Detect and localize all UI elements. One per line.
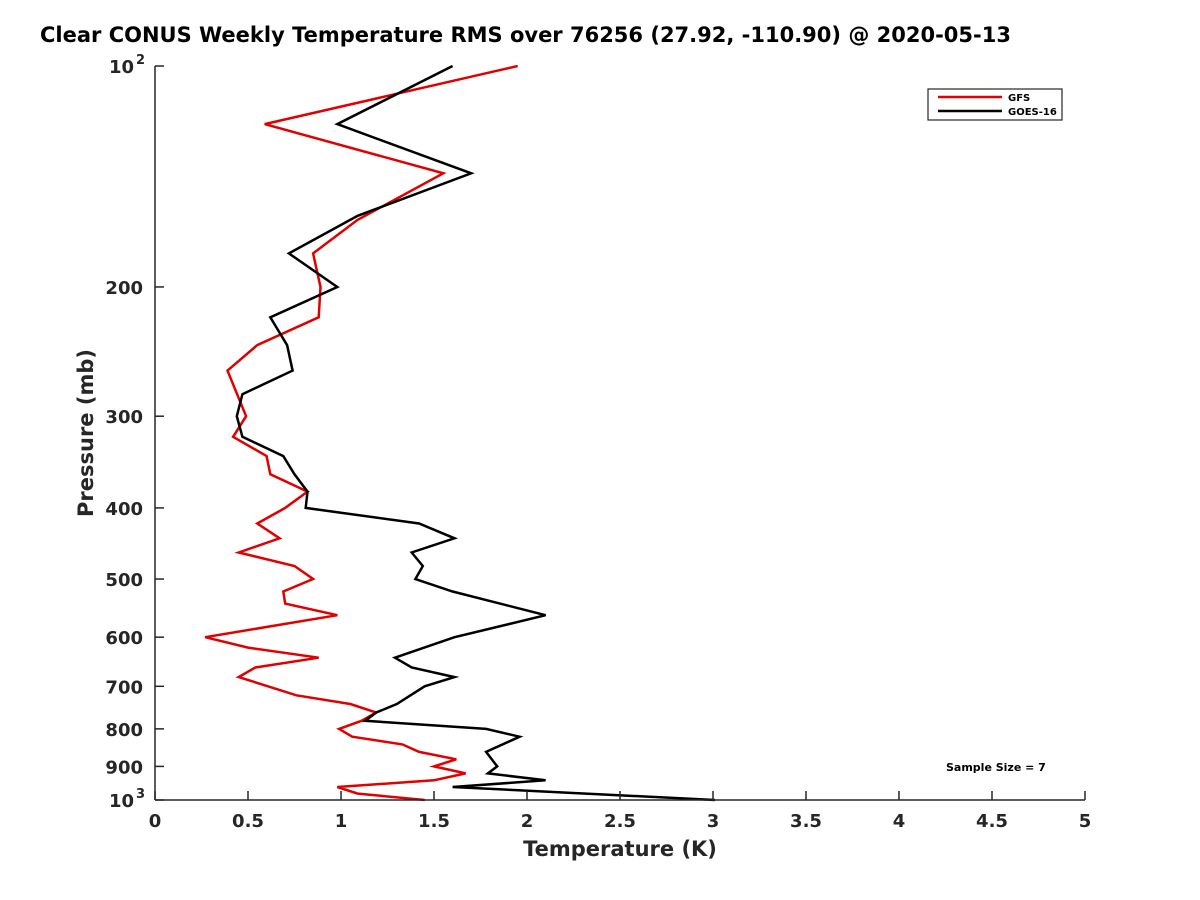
x-axis-title: Temperature (K) — [523, 837, 717, 861]
x-tick-label: 2.5 — [604, 811, 636, 832]
chart-title: Clear CONUS Weekly Temperature RMS over … — [40, 23, 1011, 47]
y-tick-label: 500 — [105, 570, 143, 591]
y-tick-label: 300 — [105, 407, 143, 428]
sample-size-annotation: Sample Size = 7 — [946, 761, 1046, 774]
x-tick-label: 3 — [707, 811, 720, 832]
y-tick-label: 800 — [105, 720, 143, 741]
x-tick-label: 4.5 — [976, 811, 1008, 832]
y-tick-label: 600 — [105, 628, 143, 649]
series-line-goes16 — [235, 64, 715, 802]
legend: GFS GOES-16 — [927, 88, 1063, 121]
x-tick-label: 5 — [1079, 811, 1092, 832]
legend-label-gfs: GFS — [1008, 93, 1030, 104]
axes: 0 0.5 1 1.5 2 2.5 3 3.5 4 4.5 510 22003004005006007… — [105, 53, 1091, 832]
y-tick-label: 900 — [105, 757, 143, 778]
y-tick-label: 200 — [105, 278, 143, 299]
y-tick-exponent: 3 — [136, 787, 145, 802]
x-tick-label: 1 — [335, 811, 348, 832]
y-axis-title: Pressure (mb) — [74, 349, 98, 517]
legend-label-goes16: GOES-16 — [1008, 107, 1057, 118]
legend-box — [927, 88, 1063, 121]
y-tick-label: 700 — [105, 677, 143, 698]
x-tick-label: 2 — [521, 811, 534, 832]
plot-area — [204, 64, 715, 802]
x-tick-label: 4 — [893, 811, 906, 832]
x-tick-label: 0.5 — [232, 811, 264, 832]
x-tick-label: 1.5 — [418, 811, 450, 832]
y-tick-label: 10 — [109, 57, 134, 78]
y-tick-label: 10 — [109, 791, 134, 812]
x-tick-label: 0 — [149, 811, 162, 832]
y-tick-label: 400 — [105, 499, 143, 520]
x-tick-label: 3.5 — [790, 811, 822, 832]
series-line-gfs — [204, 64, 518, 802]
y-tick-exponent: 2 — [136, 53, 145, 68]
